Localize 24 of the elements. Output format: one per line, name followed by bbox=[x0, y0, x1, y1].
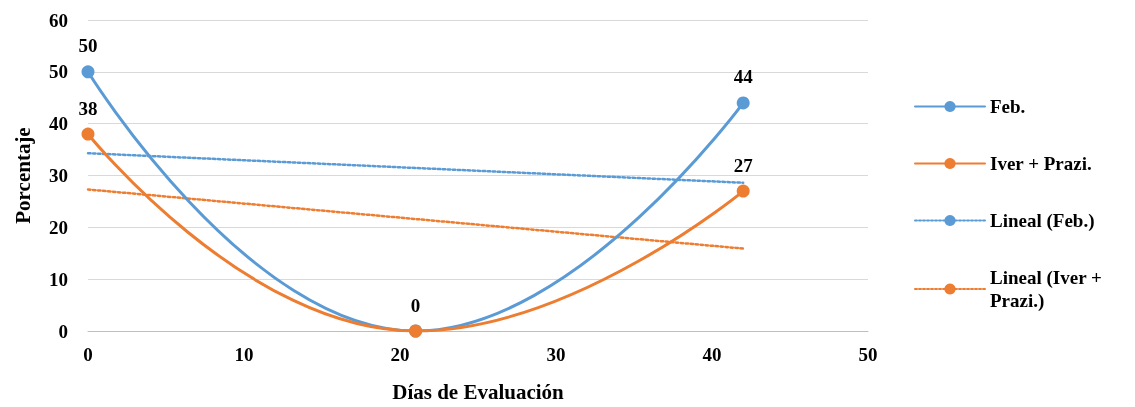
legend-label: Lineal (Iver + Prazi.) bbox=[990, 267, 1107, 312]
y-tick-label: 20 bbox=[49, 216, 68, 238]
data-label: 0 bbox=[410, 294, 421, 316]
legend-label: Iver + Prazi. bbox=[990, 153, 1092, 174]
y-tick-label: 30 bbox=[49, 165, 68, 186]
data-label: 38 bbox=[78, 97, 98, 119]
x-tick-label: 50 bbox=[858, 344, 878, 365]
x-tick-label: 30 bbox=[546, 344, 566, 365]
x-tick-label: 10 bbox=[234, 344, 254, 365]
data-label: 44 bbox=[733, 66, 754, 88]
data-label: 27 bbox=[733, 154, 754, 176]
y-axis-title: Porcentaje bbox=[10, 127, 35, 224]
data-label: 50 bbox=[78, 35, 98, 57]
y-tick-label: 60 bbox=[49, 9, 68, 31]
legend-label: Feb. bbox=[990, 96, 1026, 117]
x-tick-label: 0 bbox=[83, 344, 93, 365]
y-tick-label: 0 bbox=[58, 320, 68, 342]
y-tick-label: 10 bbox=[49, 268, 68, 290]
y-tick-label: 50 bbox=[49, 61, 68, 83]
legend-label: Lineal (Feb.) bbox=[990, 210, 1095, 232]
x-tick-label: 40 bbox=[702, 344, 722, 365]
x-tick-label: 20 bbox=[390, 344, 410, 365]
x-axis-title: Días de Evaluación bbox=[392, 379, 565, 404]
y-tick-label: 40 bbox=[49, 113, 68, 135]
